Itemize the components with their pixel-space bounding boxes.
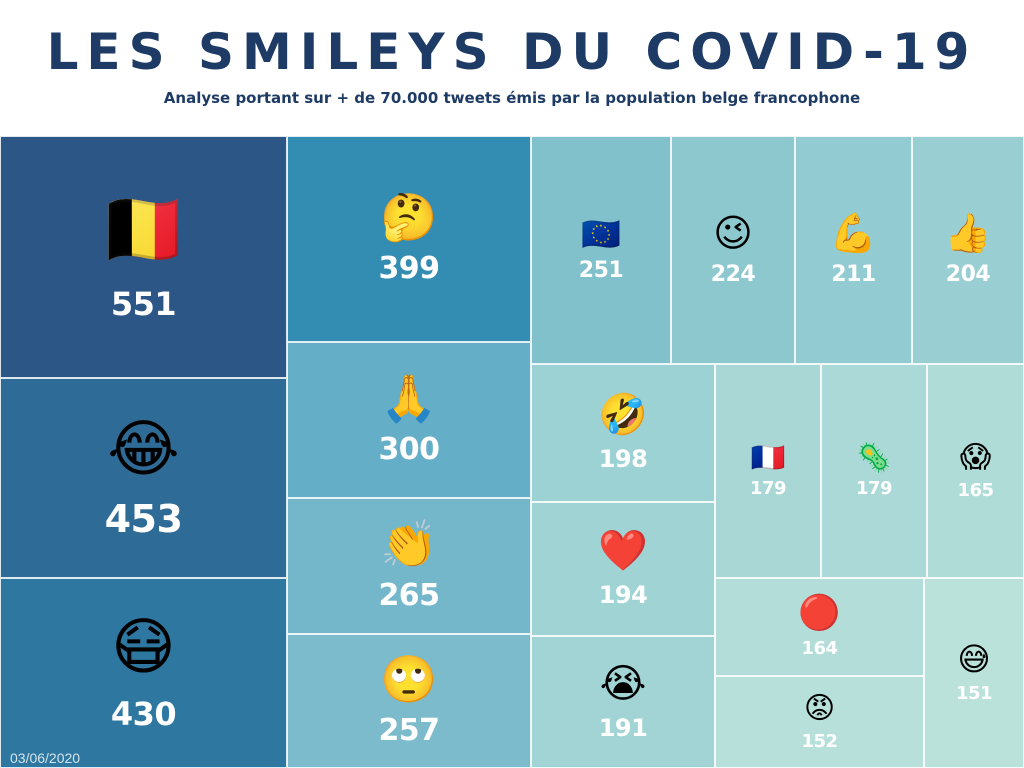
treemap-tile-eye-roll-face: 🙄 257 <box>287 634 531 768</box>
tile-count: 453 <box>104 496 183 541</box>
eu-flag-icon: 🇪🇺 <box>581 216 621 252</box>
chart-subtitle: Analyse portant sur + de 70.000 tweets é… <box>163 89 861 107</box>
eye-roll-face-icon: 🙄 <box>380 653 438 705</box>
tile-count: 300 <box>378 432 440 467</box>
red-heart-icon: ❤️ <box>598 529 648 573</box>
thumbs-up-icon: 👍 <box>944 212 992 255</box>
treemap-tile-thinking-face: 🤔 399 <box>287 136 531 342</box>
tears-of-joy-face-icon: 😂 <box>107 414 180 484</box>
treemap-tile-tears-of-joy-face: 😂 453 <box>0 378 287 578</box>
tile-count: 265 <box>378 578 440 613</box>
tile-count: 152 <box>801 730 838 752</box>
treemap-tile-folded-hands: 🙏 300 <box>287 342 531 498</box>
header: LES SMILEYS DU COVID-19 Analyse portant … <box>0 0 1024 136</box>
treemap-tile-thumbs-up: 👍 204 <box>912 136 1024 364</box>
crying-face-icon: 😭 <box>599 662 647 706</box>
tile-count: 551 <box>110 285 177 323</box>
medical-mask-face-icon: 😷 <box>111 612 176 682</box>
treemap-tile-microbe: 🦠 179 <box>821 364 927 578</box>
treemap-tile-red-circle: 🔴 164 <box>715 578 924 676</box>
thinking-face-icon: 🤔 <box>380 191 438 243</box>
flexed-biceps-icon: 💪 <box>829 212 878 255</box>
tile-count: 257 <box>378 713 440 748</box>
rolling-laughing-face-icon: 🤣 <box>598 393 648 437</box>
tile-count: 211 <box>831 261 876 287</box>
angry-face-icon: 😡 <box>803 691 836 725</box>
tile-count: 430 <box>110 694 177 733</box>
tile-count: 224 <box>710 261 756 287</box>
tile-count: 165 <box>957 479 994 501</box>
tile-count: 164 <box>801 638 838 659</box>
treemap-tile-france-flag: 🇫🇷 179 <box>715 364 821 578</box>
tile-count: 194 <box>598 581 648 609</box>
tile-count: 151 <box>955 683 993 704</box>
tile-count: 399 <box>378 251 440 286</box>
tile-count: 191 <box>598 714 648 742</box>
treemap-tile-clapping-hands: 👏 265 <box>287 498 531 634</box>
microbe-icon: 🦠 <box>856 442 892 473</box>
treemap-tile-winking-face: 😉 224 <box>671 136 795 364</box>
chart-title: LES SMILEYS DU COVID-19 <box>46 23 978 81</box>
folded-hands-icon: 🙏 <box>380 372 438 424</box>
tile-count: 198 <box>598 445 648 473</box>
tile-count: 179 <box>855 478 893 499</box>
winking-face-icon: 😉 <box>713 212 753 255</box>
belgium-flag-icon: 🇧🇪 <box>98 190 189 270</box>
treemap-tile-red-heart: ❤️ 194 <box>531 502 715 636</box>
treemap-tile-screaming-face: 😱 165 <box>927 364 1024 578</box>
screaming-face-icon: 😱 <box>959 440 992 474</box>
sweat-smile-face-icon: 😅 <box>957 641 991 677</box>
emoji-treemap: 🇧🇪 551 😂 453 😷 430 🤔 399 🙏 300 👏 265 🙄 257 🇪🇺 251 😉 224 💪 2… <box>0 136 1024 768</box>
treemap-tile-crying-face: 😭 191 <box>531 636 715 768</box>
france-flag-icon: 🇫🇷 <box>750 442 786 473</box>
clapping-hands-icon: 👏 <box>380 518 438 570</box>
treemap-tile-sweat-smile-face: 😅 151 <box>924 578 1024 768</box>
treemap-tile-flexed-biceps: 💪 211 <box>795 136 912 364</box>
red-circle-icon: 🔴 <box>798 594 841 632</box>
treemap-tile-rolling-laughing-face: 🤣 198 <box>531 364 715 502</box>
treemap-tile-belgium-flag: 🇧🇪 551 <box>0 136 287 378</box>
treemap-tile-medical-mask-face: 😷 430 <box>0 578 287 768</box>
tile-count: 251 <box>578 258 624 283</box>
tile-count: 179 <box>749 478 787 499</box>
date-label: 03/06/2020 <box>10 750 81 766</box>
treemap-tile-eu-flag: 🇪🇺 251 <box>531 136 671 364</box>
tile-count: 204 <box>945 261 991 287</box>
treemap-tile-angry-face: 😡 152 <box>715 676 924 768</box>
